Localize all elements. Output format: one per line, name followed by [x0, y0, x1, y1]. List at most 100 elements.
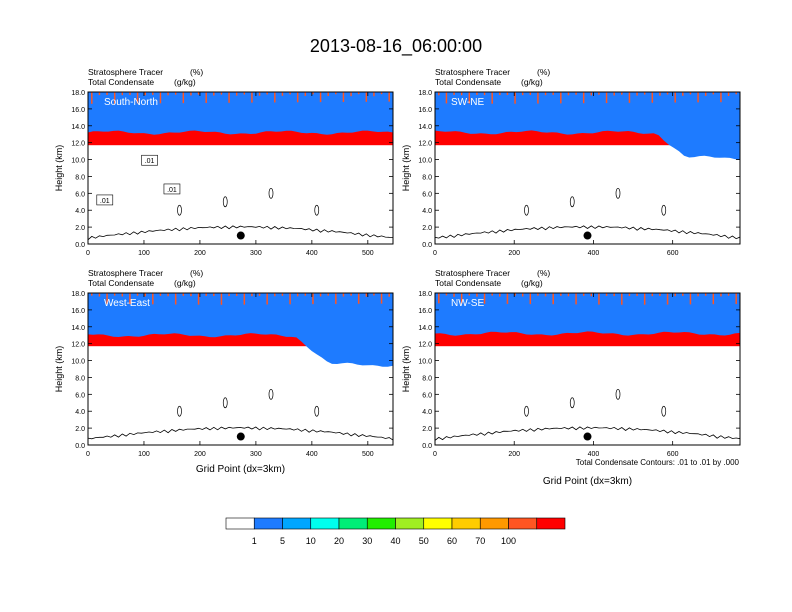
plot-frame	[87, 292, 394, 446]
ytick-label: 18.0	[71, 90, 85, 97]
xtick-label: 200	[194, 451, 206, 458]
panel-label: West-East	[104, 298, 150, 309]
terrain-line	[88, 225, 393, 241]
condensate-contour	[524, 204, 529, 216]
units-tracer: (%)	[190, 268, 203, 278]
colorbar-swatch	[253, 517, 283, 530]
ytick-label: 4.0	[422, 409, 432, 416]
plot-area	[88, 293, 393, 445]
plot-area	[435, 293, 740, 445]
contour-label-box	[96, 194, 114, 206]
title-tracer: Stratosphere Tracer	[435, 268, 510, 278]
colorbar-label: 20	[334, 536, 344, 546]
plot-area	[435, 92, 740, 244]
ytick-label: 14.0	[71, 124, 85, 131]
ytick-label: 10.0	[71, 359, 85, 366]
ytick-label: 0.0	[422, 242, 432, 249]
ytick-label: 6.0	[75, 191, 85, 198]
location-marker	[583, 432, 592, 441]
contour-label: .01	[100, 198, 110, 205]
xtick-label: 300	[250, 451, 262, 458]
xtick-label: 300	[250, 250, 262, 257]
ytick-label: 16.0	[71, 107, 85, 114]
xtick-label: 0	[433, 451, 437, 458]
ylabel: Height (km)	[401, 145, 411, 192]
ytick-label: 12.0	[418, 141, 432, 148]
location-marker	[236, 231, 245, 240]
ytick-label: 10.0	[418, 359, 432, 366]
colorbar-label: 30	[362, 536, 372, 546]
ytick-label: 18.0	[418, 90, 432, 97]
location-marker	[236, 432, 245, 441]
colorbar-swatch	[423, 517, 453, 530]
colorbar-swatch	[338, 517, 368, 530]
band-0	[435, 293, 740, 336]
band-0	[88, 293, 393, 367]
condensate-contour	[314, 405, 320, 417]
title-tracer: Stratosphere Tracer	[88, 268, 163, 278]
colorbar-swatch	[508, 517, 538, 530]
ytick-label: 18.0	[418, 291, 432, 298]
units-condensate: (g/kg)	[174, 278, 196, 288]
ylabel: Height (km)	[401, 346, 411, 393]
units-tracer: (%)	[190, 67, 203, 77]
colorbar-label: 60	[447, 536, 457, 546]
colorbar-label: 50	[419, 536, 429, 546]
condensate-contour	[569, 196, 575, 208]
ytick-label: 6.0	[75, 392, 85, 399]
condensate-contour	[222, 397, 228, 409]
colorbar-swatch	[282, 517, 312, 530]
colorbar-swatch	[366, 517, 396, 530]
ytick-label: 14.0	[418, 124, 432, 131]
panel-south-north: .01 .01 .01 South-North Stratosphere TracerT…	[54, 67, 394, 257]
ytick-label: 6.0	[422, 191, 432, 198]
band-0	[88, 92, 393, 135]
condensate-contour	[615, 388, 621, 400]
xtick-label: 0	[86, 250, 90, 257]
colorbar-label: 70	[475, 536, 485, 546]
plot-frame	[87, 91, 394, 245]
units-condensate: (g/kg)	[521, 278, 543, 288]
xtick-label: 0	[433, 250, 437, 257]
plot-frame	[434, 292, 741, 446]
xtick-label: 400	[588, 250, 600, 257]
contour-label-box	[163, 183, 181, 195]
ytick-label: 12.0	[418, 342, 432, 349]
ytick-label: 2.0	[75, 225, 85, 232]
ytick-label: 14.0	[71, 325, 85, 332]
panel-label: NW-SE	[451, 298, 484, 309]
xtick-label: 600	[667, 451, 679, 458]
xtick-label: 0	[86, 451, 90, 458]
ytick-label: 16.0	[71, 308, 85, 315]
panel-label: South-North	[104, 97, 158, 108]
colorbar: 1 5 10 20 30 40 50 60 70 100	[225, 517, 566, 546]
ytick-label: 2.0	[422, 426, 432, 433]
ytick-label: 4.0	[75, 208, 85, 215]
condensate-contour	[661, 204, 667, 216]
title-condensate: Total Condensate	[435, 77, 501, 87]
contour-footnote: Total Condensate Contours: .01 to .01 by…	[576, 458, 740, 467]
ytick-label: 8.0	[75, 375, 85, 382]
colorbar-swatch	[395, 517, 425, 530]
xtick-label: 200	[508, 451, 520, 458]
panel-nw-se: NW-SE Stratosphere Tracer Total Condensate…	[401, 268, 741, 487]
ytick-label: 10.0	[71, 158, 85, 165]
colorbar-label: 40	[390, 536, 400, 546]
ytick-label: 12.0	[71, 342, 85, 349]
ytick-label: 8.0	[422, 375, 432, 382]
ylabel: Height (km)	[54, 346, 64, 393]
xtick-label: 200	[508, 250, 520, 257]
ytick-label: 0.0	[75, 242, 85, 249]
colorbar-swatch	[536, 517, 566, 530]
ytick-label: 18.0	[71, 291, 85, 298]
ytick-label: 14.0	[418, 325, 432, 332]
xtick-label: 100	[138, 250, 150, 257]
ytick-label: 10.0	[418, 158, 432, 165]
units-tracer: (%)	[537, 67, 550, 77]
ytick-label: 4.0	[422, 208, 432, 215]
xtick-label: 200	[194, 250, 206, 257]
ytick-label: 2.0	[75, 426, 85, 433]
condensate-contour	[314, 204, 320, 216]
xtick-label: 400	[588, 451, 600, 458]
